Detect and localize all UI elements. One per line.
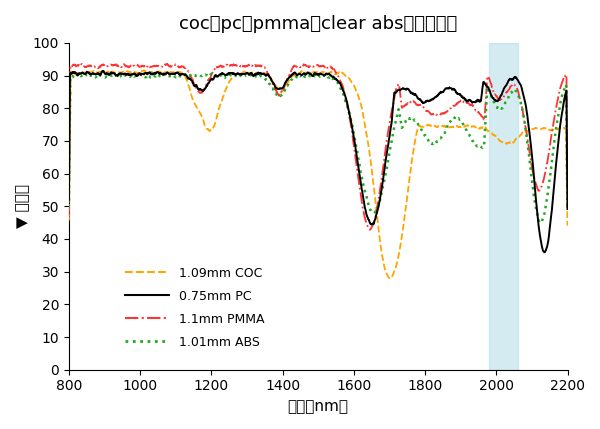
- 1.01mm ABS: [237, 73, 244, 78]
- 1.09mm COC: [296, 70, 303, 76]
- 1.01mm ABS: [557, 98, 565, 103]
- 0.75mm PC: [470, 100, 478, 105]
- 1.1mm PMMA: [187, 72, 194, 77]
- X-axis label: 波长（nm）: 波长（nm）: [287, 399, 349, 414]
- 1.1mm PMMA: [564, 182, 571, 187]
- 0.75mm PC: [327, 73, 334, 78]
- 1.09mm COC: [564, 223, 571, 228]
- 1.01mm ABS: [296, 74, 303, 79]
- 1.01mm ABS: [536, 221, 544, 226]
- 1.01mm ABS: [299, 71, 306, 76]
- 0.75mm PC: [187, 76, 194, 81]
- Y-axis label: ▼ 折射率: ▼ 折射率: [15, 184, 30, 228]
- 1.09mm COC: [238, 71, 245, 76]
- Line: 0.75mm PC: 0.75mm PC: [69, 71, 568, 252]
- 1.1mm PMMA: [296, 63, 303, 69]
- 1.1mm PMMA: [65, 214, 73, 220]
- Line: 1.01mm ABS: 1.01mm ABS: [69, 73, 568, 223]
- 0.75mm PC: [296, 71, 303, 76]
- Legend: 1.09mm COC, 0.75mm PC, 1.1mm PMMA, 1.01mm ABS: 1.09mm COC, 0.75mm PC, 1.1mm PMMA, 1.01m…: [120, 262, 269, 353]
- 1.01mm ABS: [564, 208, 571, 213]
- 1.09mm COC: [557, 125, 565, 130]
- 1.1mm PMMA: [78, 61, 85, 66]
- 0.75mm PC: [238, 71, 245, 76]
- 1.09mm COC: [387, 276, 394, 281]
- 1.01mm ABS: [186, 73, 193, 79]
- 1.01mm ABS: [470, 139, 478, 145]
- 1.09mm COC: [327, 69, 334, 74]
- 0.75mm PC: [557, 119, 565, 124]
- 1.1mm PMMA: [238, 64, 245, 69]
- 0.75mm PC: [541, 250, 548, 255]
- 1.09mm COC: [65, 218, 73, 223]
- 1.1mm PMMA: [327, 64, 334, 69]
- 1.09mm COC: [187, 88, 194, 93]
- 1.09mm COC: [140, 68, 148, 73]
- 0.75mm PC: [65, 198, 73, 203]
- 0.75mm PC: [100, 68, 107, 73]
- 1.01mm ABS: [65, 204, 73, 209]
- 1.01mm ABS: [327, 75, 334, 80]
- 0.75mm PC: [564, 206, 571, 211]
- 1.1mm PMMA: [557, 84, 565, 89]
- Title: coc、pc、pmma和clear abs的透射光谱: coc、pc、pmma和clear abs的透射光谱: [179, 15, 457, 33]
- Bar: [489, 43, 518, 370]
- Line: 1.1mm PMMA: 1.1mm PMMA: [69, 64, 568, 230]
- 1.1mm PMMA: [470, 105, 478, 110]
- 1.1mm PMMA: [366, 227, 373, 233]
- 1.09mm COC: [470, 124, 478, 129]
- Line: 1.09mm COC: 1.09mm COC: [69, 70, 568, 278]
